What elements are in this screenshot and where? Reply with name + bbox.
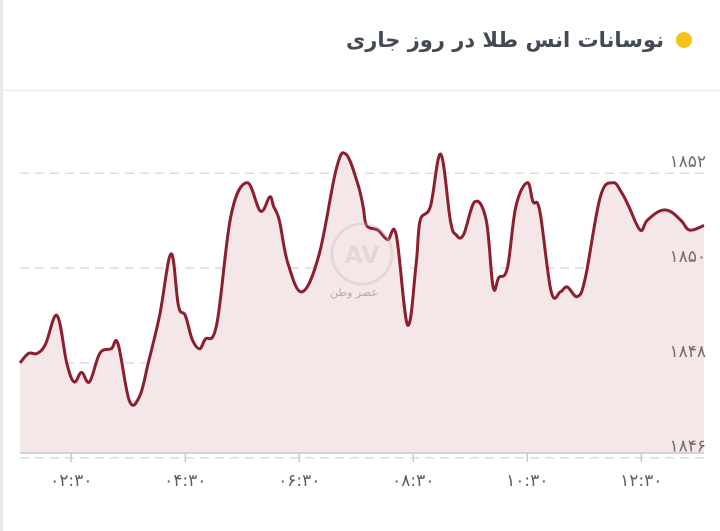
price-area-fill [20, 152, 704, 454]
gold-ounce-chart: ۰۲:۳۰ ۰۴:۳۰ ۰۶:۳۰ ۰۸:۳۰ ۱۰:۳۰ ۱۲:۳۰ ۱۸۵۲۱۸۵۰۱… [18, 151, 706, 491]
x-tick-label: ۰۶:۳۰ [278, 471, 320, 491]
y-axis-ticks: ۱۸۵۲ ۱۸۵۰ ۱۸۴۸ ۱۸۴۶ [669, 152, 706, 457]
y-tick-label: ۱۸۵۰ [669, 247, 706, 267]
card-header: نوسانات انس طلا در روز جاری [0, 0, 720, 91]
watermark-text: عصر وطن [330, 286, 379, 299]
y-tick-label: ۱۸۴۶ [669, 437, 706, 457]
x-tick-label: ۰۴:۳۰ [164, 471, 206, 491]
x-tick-label: ۰۲:۳۰ [50, 471, 92, 491]
chart-title: نوسانات انس طلا در روز جاری [346, 28, 664, 52]
title-group: نوسانات انس طلا در روز جاری [346, 28, 692, 52]
x-tick-label: ۱۲:۳۰ [620, 471, 662, 491]
watermark-logo-text: AV [344, 241, 380, 269]
x-tick-label: ۰۸:۳۰ [392, 471, 434, 491]
yellow-dot-icon [676, 32, 692, 48]
watermark-logo: AV [330, 222, 394, 286]
y-tick-label: ۱۸۵۲ [669, 152, 706, 172]
y-tick-label: ۱۸۴۸ [669, 342, 706, 362]
price-line [18, 151, 705, 407]
card-left-border [0, 0, 3, 531]
x-tick-label: ۱۰:۳۰ [506, 471, 548, 491]
x-axis-ticks: ۰۲:۳۰ ۰۴:۳۰ ۰۶:۳۰ ۰۸:۳۰ ۱۰:۳۰ ۱۲:۳۰ [50, 453, 662, 491]
